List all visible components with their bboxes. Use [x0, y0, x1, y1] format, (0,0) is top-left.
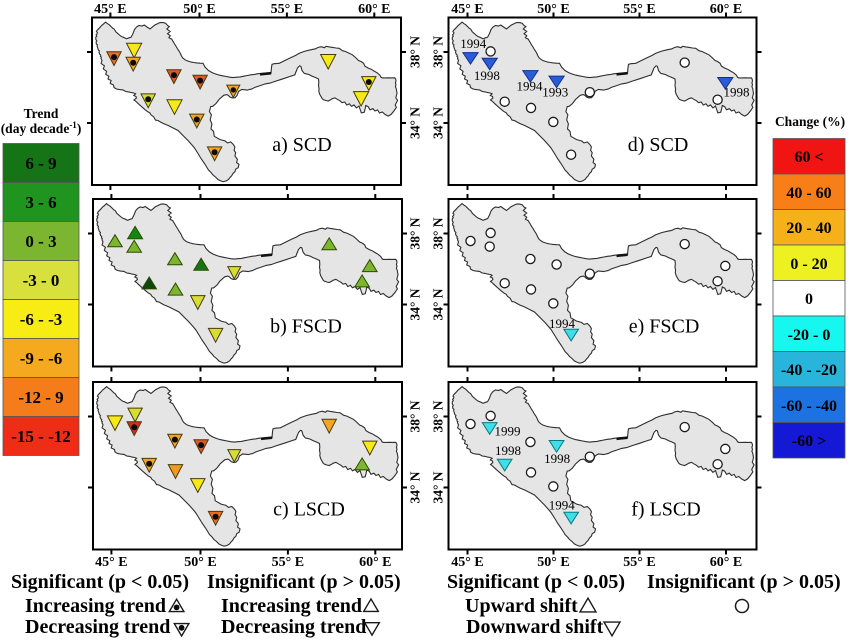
svg-text:38° N: 38° N — [408, 217, 423, 249]
svg-text:1994: 1994 — [460, 36, 487, 51]
svg-text:38° N: 38° N — [431, 400, 446, 432]
svg-text:(day decade-1): (day decade-1) — [1, 120, 82, 136]
svg-text:-9 - -6: -9 - -6 — [20, 349, 62, 368]
svg-text:6 - 9: 6 - 9 — [25, 154, 56, 173]
svg-text:1994: 1994 — [549, 498, 576, 513]
svg-text:55° E: 55° E — [271, 2, 303, 17]
svg-text:Upward shift: Upward shift — [465, 595, 578, 617]
svg-text:60 <: 60 < — [794, 149, 823, 166]
svg-text:60° E: 60° E — [359, 555, 391, 570]
svg-text:20 - 40: 20 - 40 — [786, 220, 831, 237]
svg-text:Insignificant (p > 0.05): Insignificant (p > 0.05) — [647, 571, 841, 593]
svg-text:55° E: 55° E — [623, 555, 655, 570]
svg-text:50° E: 50° E — [184, 555, 216, 570]
svg-text:55° E: 55° E — [272, 555, 304, 570]
svg-text:Trend: Trend — [24, 106, 59, 121]
svg-text:50° E: 50° E — [183, 2, 215, 17]
svg-text:-60 >: -60 > — [792, 433, 826, 450]
svg-text:45° E: 45° E — [94, 2, 126, 17]
svg-text:c) LSCD: c) LSCD — [273, 499, 345, 521]
svg-text:1999: 1999 — [495, 424, 521, 439]
svg-text:Downward shift: Downward shift — [466, 616, 604, 638]
svg-text:-15 - -12: -15 - -12 — [11, 427, 70, 446]
svg-text:-3 - 0: -3 - 0 — [23, 271, 60, 290]
svg-text:Decreasing trend: Decreasing trend — [25, 616, 170, 638]
svg-text:1998: 1998 — [544, 451, 570, 466]
svg-text:3 - 6: 3 - 6 — [25, 193, 56, 212]
svg-text:1993: 1993 — [542, 85, 568, 100]
svg-text:38° N: 38° N — [431, 217, 446, 249]
svg-text:55° E: 55° E — [623, 2, 655, 17]
svg-text:-12 - 9: -12 - 9 — [18, 388, 63, 407]
svg-text:1998: 1998 — [724, 85, 750, 100]
svg-text:-20 - 0: -20 - 0 — [788, 327, 831, 344]
svg-text:45° E: 45° E — [95, 555, 127, 570]
svg-text:Change (%): Change (%) — [775, 114, 845, 129]
svg-text:Decreasing trend: Decreasing trend — [221, 616, 366, 638]
svg-text:50° E: 50° E — [537, 555, 569, 570]
svg-text:0 - 3: 0 - 3 — [25, 232, 56, 251]
svg-text:38° N: 38° N — [408, 400, 423, 432]
svg-text:34° N: 34° N — [408, 288, 423, 320]
svg-text:60° E: 60° E — [358, 2, 390, 17]
svg-text:0 - 20: 0 - 20 — [790, 256, 827, 273]
svg-text:e) FSCD: e) FSCD — [629, 316, 700, 338]
svg-text:a) SCD: a) SCD — [272, 134, 331, 156]
svg-text:Increasing trend: Increasing trend — [25, 595, 166, 617]
svg-text:1998: 1998 — [495, 443, 521, 458]
svg-text:1994: 1994 — [517, 79, 544, 94]
svg-text:Insignificant (p > 0.05): Insignificant (p > 0.05) — [207, 571, 401, 593]
svg-text:0: 0 — [805, 291, 813, 308]
svg-text:1994: 1994 — [549, 316, 576, 331]
svg-text:40 - 60: 40 - 60 — [786, 185, 831, 202]
svg-text:38° N: 38° N — [431, 36, 446, 68]
svg-text:b) FSCD: b) FSCD — [270, 316, 342, 338]
svg-text:60° E: 60° E — [710, 555, 742, 570]
svg-text:50° E: 50° E — [537, 2, 569, 17]
svg-text:Significant (p < 0.05): Significant (p < 0.05) — [11, 571, 189, 593]
svg-text:45° E: 45° E — [451, 2, 483, 17]
svg-text:45° E: 45° E — [451, 555, 483, 570]
svg-text:d) SCD: d) SCD — [628, 134, 689, 156]
svg-text:Significant (p < 0.05): Significant (p < 0.05) — [447, 571, 625, 593]
svg-text:60° E: 60° E — [710, 2, 742, 17]
svg-text:38° N: 38° N — [408, 36, 423, 68]
svg-text:-40 - -20: -40 - -20 — [781, 362, 837, 379]
svg-text:34° N: 34° N — [408, 471, 423, 503]
svg-text:1998: 1998 — [474, 68, 500, 83]
svg-text:34° N: 34° N — [431, 107, 446, 139]
svg-text:34° N: 34° N — [408, 107, 423, 139]
svg-text:-6 - -3: -6 - -3 — [20, 310, 62, 329]
svg-text:Increasing trend: Increasing trend — [221, 595, 362, 617]
svg-text:-60 - -40: -60 - -40 — [781, 398, 837, 415]
svg-text:34° N: 34° N — [431, 288, 446, 320]
svg-text:34° N: 34° N — [431, 471, 446, 503]
svg-text:f) LSCD: f) LSCD — [631, 499, 700, 521]
